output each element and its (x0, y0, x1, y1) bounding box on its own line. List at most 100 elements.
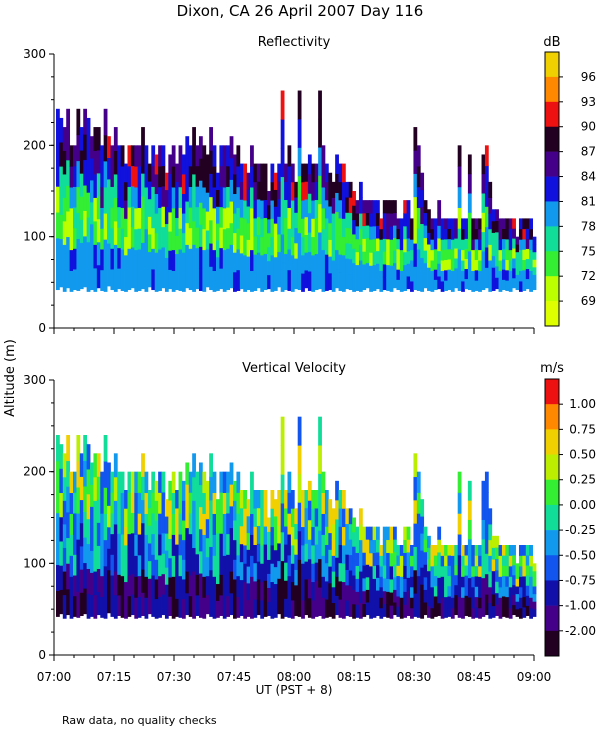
data-cell (181, 193, 186, 214)
data-cell (328, 189, 333, 207)
data-cell (175, 526, 179, 545)
data-cell (379, 218, 384, 230)
data-cell (352, 248, 356, 264)
data-cell (457, 207, 462, 229)
data-cell (100, 228, 105, 250)
data-cell (83, 537, 88, 564)
data-cell (423, 225, 428, 239)
data-cell (120, 145, 125, 167)
data-cell (233, 213, 237, 234)
data-cell (107, 243, 111, 265)
data-cell (484, 226, 489, 248)
data-cell (117, 471, 122, 493)
data-cell (147, 181, 152, 200)
data-cell (96, 264, 101, 289)
data-cell (525, 268, 530, 280)
data-cell (457, 269, 462, 291)
data-cell (216, 206, 220, 224)
data-cell (515, 236, 520, 245)
data-cell (508, 586, 513, 598)
data-cell (481, 558, 486, 579)
data-cell (433, 269, 438, 280)
data-cell (290, 581, 295, 601)
data-cell (79, 219, 84, 243)
data-cell (243, 526, 248, 546)
data-cell (250, 228, 254, 251)
data-cell (457, 596, 462, 618)
data-cell (110, 471, 115, 493)
data-cell (447, 575, 452, 587)
y-tick-label: 300 (23, 373, 46, 387)
data-cell (382, 276, 387, 291)
data-cell (501, 555, 506, 566)
data-cell (515, 259, 520, 268)
data-cell (478, 555, 482, 567)
data-cell (151, 227, 156, 249)
data-cell (134, 492, 139, 514)
data-cell (307, 597, 312, 618)
data-cell (532, 236, 537, 245)
data-cell (76, 539, 81, 566)
data-cell (195, 492, 200, 514)
data-cell (124, 181, 128, 201)
data-cell (175, 253, 179, 273)
data-cell (73, 533, 77, 555)
data-cell (386, 565, 391, 579)
data-cell (512, 258, 516, 269)
data-cell (110, 492, 115, 514)
data-cell (287, 269, 292, 291)
data-cell (423, 262, 428, 276)
data-cell (151, 471, 156, 493)
data-cell (501, 248, 506, 260)
data-cell (93, 476, 98, 501)
data-cell (202, 228, 207, 251)
data-cell (341, 181, 346, 201)
data-cell (253, 236, 258, 255)
data-cell (352, 205, 356, 221)
data-cell (420, 206, 425, 225)
data-cell (338, 508, 343, 527)
data-cell (382, 212, 387, 227)
data-cell (481, 500, 486, 520)
data-cell (461, 545, 465, 556)
data-cell (335, 557, 339, 577)
data-cell (515, 244, 520, 253)
data-cell (403, 591, 408, 605)
data-cell (413, 453, 418, 478)
data-cell (505, 218, 510, 230)
data-cell (62, 221, 67, 245)
data-cell (250, 513, 254, 535)
data-cell (219, 595, 224, 616)
data-cell (358, 197, 363, 214)
data-cell (222, 249, 227, 271)
data-cell (100, 596, 105, 618)
data-cell (318, 501, 322, 531)
data-cell (376, 526, 380, 540)
data-cell (113, 244, 118, 269)
data-cell (73, 145, 77, 167)
data-cell (198, 268, 203, 291)
data-cell (127, 227, 132, 249)
data-cell (440, 239, 445, 251)
data-cell (331, 524, 336, 541)
data-cell (73, 248, 77, 270)
data-cell (318, 473, 322, 503)
data-cell (420, 601, 425, 619)
data-cell (144, 492, 149, 514)
data-cell (430, 270, 435, 282)
data-cell (79, 242, 84, 267)
data-cell (103, 539, 108, 567)
data-cell (379, 228, 384, 240)
data-cell (416, 166, 421, 188)
data-cell (307, 251, 312, 272)
data-cell (202, 270, 207, 292)
data-cell (185, 157, 190, 180)
data-cell (488, 555, 493, 572)
data-cell (202, 555, 207, 577)
data-cell (151, 492, 156, 514)
data-cell (270, 218, 275, 238)
data-cell (444, 586, 448, 598)
data-cell (525, 585, 530, 596)
data-cell (393, 200, 397, 214)
data-cell (301, 490, 305, 509)
